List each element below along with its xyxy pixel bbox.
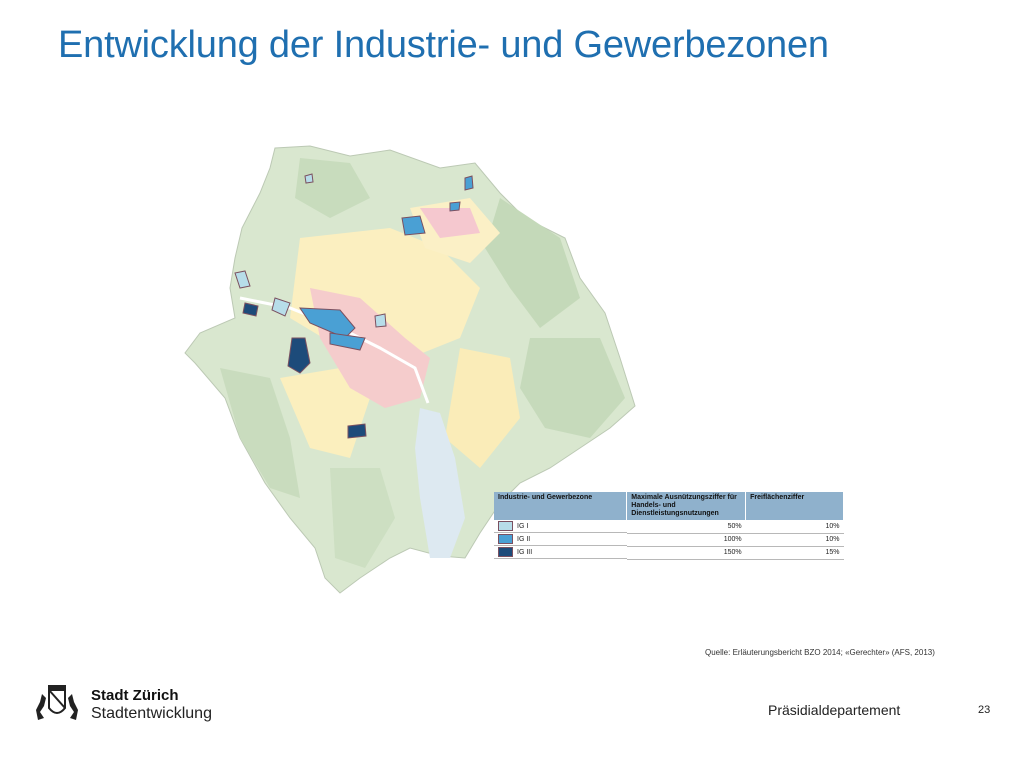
legend-header-freiflaeche: Freiflächenziffer [745, 492, 844, 520]
ig-zone-ig1 [271, 297, 291, 317]
ig-zone-ig2 [464, 175, 474, 191]
legend-freiflaeche-value: 10% [745, 520, 844, 534]
legend-ausnuetzung-value: 100% [626, 533, 746, 547]
legend-row: IG III 150% 15% [494, 546, 844, 560]
footer-department: Präsidialdepartement [768, 702, 901, 718]
brand-department-name: Stadtentwicklung [91, 705, 212, 722]
zoning-map [180, 138, 660, 608]
legend-swatch-ig3 [498, 547, 513, 557]
forest-area [330, 468, 395, 568]
ig-zone-ig3 [242, 302, 259, 317]
center-area [420, 208, 480, 238]
legend-freiflaeche-value: 15% [745, 546, 844, 560]
ig-zone-ig2 [449, 201, 461, 212]
legend-zone-label: IG I [517, 522, 529, 530]
zurich-coat-of-arms-logo [36, 685, 78, 720]
ig-zone-ig3 [347, 423, 367, 439]
legend-swatch-ig2 [498, 534, 513, 544]
ig-zone-ig2 [299, 307, 356, 339]
legend-row: IG I 50% 10% [494, 520, 844, 534]
legend-swatch-ig1 [498, 521, 513, 531]
brand-city-name: Stadt Zürich [91, 687, 179, 704]
page-number: 23 [978, 704, 991, 716]
ig-zone-ig2 [329, 332, 366, 351]
forest-area [220, 368, 300, 498]
forest-area [485, 198, 580, 328]
legend-zone-label: IG II [517, 535, 531, 543]
residential-area [445, 348, 520, 468]
forest-area [520, 338, 625, 438]
legend-zone-label: IG III [517, 548, 533, 556]
legend-freiflaeche-value: 10% [745, 533, 844, 547]
legend-header-zone: Industrie- und Gewerbezone [494, 492, 628, 520]
forest-area [295, 158, 370, 218]
legend-ausnuetzung-value: 150% [626, 546, 746, 560]
legend-table: Industrie- und Gewerbezone Maximale Ausn… [494, 492, 844, 560]
ig-zone-ig2 [401, 215, 426, 236]
map-graphic [184, 145, 636, 594]
ig-zone-ig1 [304, 173, 314, 184]
lake [415, 408, 465, 558]
slide-title: Entwicklung der Industrie- und Gewerbezo… [58, 24, 829, 66]
ig-zone-ig1 [374, 313, 387, 328]
legend-header-ausnuetzung: Maximale Ausnützungsziffer für Handels- … [626, 492, 747, 520]
ig-zone-ig3 [287, 337, 311, 374]
legend-ausnuetzung-value: 50% [626, 520, 746, 534]
legend-row: IG II 100% 10% [494, 533, 844, 547]
ig-zone-ig1 [234, 270, 251, 289]
source-note: Quelle: Erläuterungsbericht BZO 2014; «G… [705, 648, 935, 657]
